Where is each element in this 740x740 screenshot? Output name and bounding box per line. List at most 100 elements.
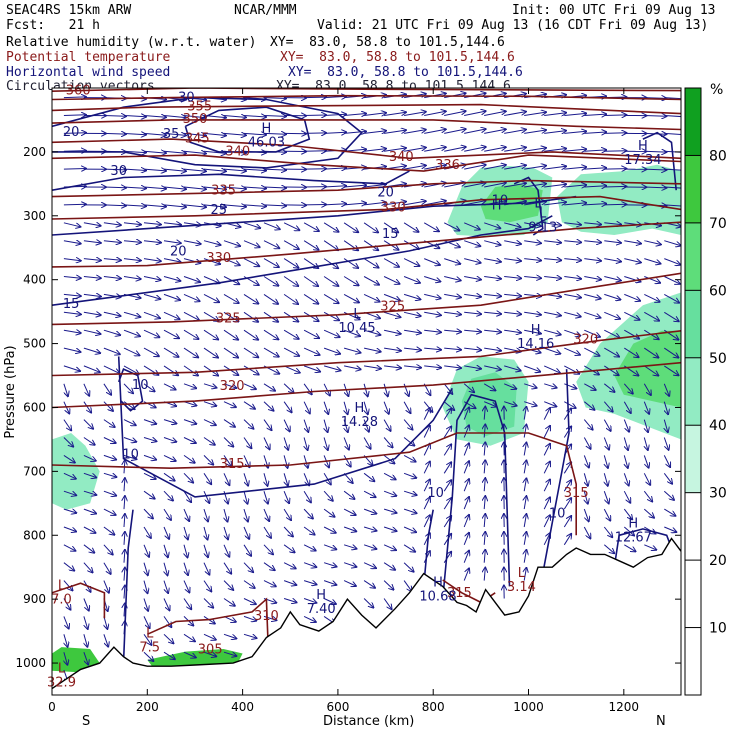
vector-804 bbox=[604, 259, 621, 262]
vector-495 bbox=[384, 112, 406, 116]
vector-616 bbox=[464, 294, 481, 296]
vector-16 bbox=[63, 383, 68, 396]
vector-474 bbox=[363, 258, 378, 268]
vector-571 bbox=[423, 444, 430, 456]
vector-555 bbox=[424, 165, 446, 170]
vector-268 bbox=[223, 329, 238, 340]
vector-525 bbox=[404, 130, 426, 134]
vector-210 bbox=[183, 437, 196, 444]
vector-438 bbox=[344, 114, 366, 116]
vector-660 bbox=[484, 568, 485, 581]
vector-9 bbox=[63, 259, 81, 261]
vector-4 bbox=[63, 169, 86, 170]
vector-160 bbox=[163, 116, 186, 118]
vector-585 bbox=[443, 222, 459, 231]
vector-231 bbox=[203, 240, 221, 245]
vector-861 bbox=[644, 347, 658, 358]
vector-432 bbox=[323, 544, 336, 550]
vector-765 bbox=[563, 462, 571, 474]
vector-592 bbox=[444, 348, 461, 350]
vector-594 bbox=[443, 383, 452, 394]
vector-86 bbox=[103, 473, 117, 477]
theta-label-1: 355 bbox=[187, 99, 212, 114]
vector-595 bbox=[443, 401, 454, 410]
vector-178 bbox=[163, 437, 176, 442]
vector-6 bbox=[63, 204, 86, 205]
vector-737 bbox=[543, 426, 550, 438]
vector-250 bbox=[203, 580, 211, 592]
vector-269 bbox=[223, 347, 238, 358]
y-tick-label-5: 700 bbox=[23, 464, 46, 478]
vector-859 bbox=[644, 311, 659, 320]
vector-221 bbox=[183, 633, 195, 641]
vector-40 bbox=[83, 223, 101, 226]
vector-554 bbox=[424, 147, 446, 152]
vector-128 bbox=[143, 116, 166, 118]
vector-628 bbox=[463, 497, 469, 510]
vector-800 bbox=[604, 186, 626, 187]
vector-510 bbox=[384, 383, 388, 397]
vector-872 bbox=[644, 544, 656, 550]
vector-63 bbox=[84, 634, 88, 647]
extremum-mark-7: L bbox=[353, 307, 361, 322]
vector-169 bbox=[163, 276, 180, 282]
vector-504 bbox=[383, 276, 399, 284]
vector-501 bbox=[383, 222, 398, 233]
field-wind-xy: XY= 83.0, 58.8 to 101.5,144.6 bbox=[288, 65, 523, 80]
vector-180 bbox=[163, 472, 175, 480]
vector-760 bbox=[564, 383, 576, 389]
vector-56 bbox=[83, 508, 96, 513]
vector-260 bbox=[223, 187, 246, 189]
vector-136 bbox=[143, 259, 161, 262]
vector-164 bbox=[163, 187, 186, 189]
vector-44 bbox=[83, 294, 101, 296]
vector-455 bbox=[344, 419, 348, 433]
vector-2 bbox=[63, 133, 86, 134]
vector-163 bbox=[163, 169, 186, 171]
vector-763 bbox=[563, 427, 571, 438]
vector-405 bbox=[303, 598, 316, 603]
vector-303 bbox=[243, 383, 256, 389]
field-theta-xy: XY= 83.0, 58.8 to 101.5,144.6 bbox=[280, 50, 515, 65]
vector-697 bbox=[524, 223, 541, 226]
vector-199 bbox=[183, 241, 201, 244]
vector-580 bbox=[444, 129, 466, 134]
vector-833 bbox=[624, 311, 639, 320]
theta-label-9: 315 bbox=[220, 457, 245, 472]
vector-563 bbox=[424, 312, 441, 315]
vector-509 bbox=[384, 366, 401, 368]
vector-487 bbox=[363, 490, 376, 497]
vector-240 bbox=[203, 401, 216, 406]
vector-720 bbox=[544, 131, 566, 134]
y-tick-label-7: 900 bbox=[23, 592, 46, 606]
vector-856 bbox=[644, 258, 660, 264]
vector-121 bbox=[124, 532, 125, 545]
vector-758 bbox=[564, 347, 580, 355]
vector-710 bbox=[524, 443, 526, 456]
vector-294 bbox=[243, 222, 260, 228]
y-tick-label-3: 500 bbox=[23, 337, 46, 351]
vector-52 bbox=[83, 437, 95, 445]
vector-750 bbox=[564, 203, 586, 205]
vector-394 bbox=[303, 401, 310, 414]
vector-366 bbox=[283, 419, 290, 432]
vector-617 bbox=[464, 312, 481, 314]
vector-385 bbox=[303, 240, 318, 250]
vector-703 bbox=[524, 330, 541, 333]
vector-295 bbox=[243, 240, 260, 248]
vector-721 bbox=[544, 149, 566, 152]
colorbar-swatch-6 bbox=[685, 88, 701, 156]
vector-786 bbox=[584, 383, 595, 390]
vector-89 bbox=[103, 526, 115, 535]
vector-652 bbox=[484, 425, 485, 438]
vector-896 bbox=[664, 508, 675, 516]
vector-184 bbox=[163, 544, 168, 558]
vector-154 bbox=[144, 580, 148, 594]
x-tick-label-2: 400 bbox=[231, 700, 254, 714]
vector-251 bbox=[203, 598, 213, 608]
vector-730 bbox=[544, 312, 561, 315]
vector-156 bbox=[143, 616, 150, 628]
vector-326 bbox=[263, 240, 279, 249]
vector-815 bbox=[604, 455, 608, 468]
wind-contour-6 bbox=[117, 356, 453, 498]
